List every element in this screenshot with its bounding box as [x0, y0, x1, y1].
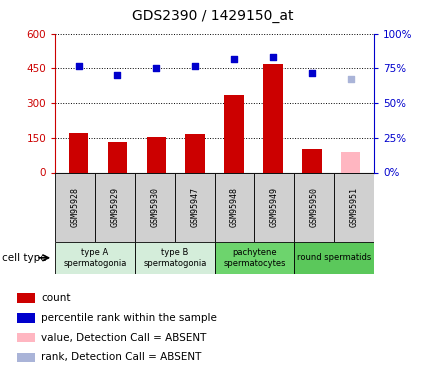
Bar — [135, 172, 175, 242]
Bar — [175, 172, 215, 242]
Text: value, Detection Call = ABSENT: value, Detection Call = ABSENT — [41, 333, 207, 343]
Bar — [55, 242, 135, 274]
Point — [153, 65, 160, 71]
Point — [347, 76, 354, 82]
Bar — [294, 172, 334, 242]
Text: GSM95950: GSM95950 — [310, 187, 319, 227]
Text: type B
spermatogonia: type B spermatogonia — [143, 248, 207, 267]
Point — [114, 72, 121, 78]
Bar — [147, 136, 166, 172]
Bar — [302, 149, 322, 172]
Bar — [294, 242, 374, 274]
Bar — [341, 152, 360, 172]
Bar — [215, 172, 255, 242]
Text: GSM95929: GSM95929 — [110, 187, 119, 227]
Bar — [17, 353, 35, 362]
Text: GDS2390 / 1429150_at: GDS2390 / 1429150_at — [132, 9, 293, 23]
Bar — [263, 64, 283, 173]
Bar — [17, 333, 35, 342]
Text: count: count — [41, 293, 71, 303]
Text: GSM95949: GSM95949 — [270, 187, 279, 227]
Text: GSM95951: GSM95951 — [350, 187, 359, 227]
Text: GSM95947: GSM95947 — [190, 187, 199, 227]
Bar — [135, 242, 215, 274]
Bar — [69, 133, 88, 172]
Text: GSM95948: GSM95948 — [230, 187, 239, 227]
Point — [231, 56, 238, 62]
Text: type A
spermatogonia: type A spermatogonia — [63, 248, 127, 267]
Bar — [17, 293, 35, 303]
Text: pachytene
spermatocytes: pachytene spermatocytes — [223, 248, 286, 267]
Point — [75, 63, 82, 69]
Text: GSM95930: GSM95930 — [150, 187, 159, 227]
Bar — [224, 95, 244, 172]
Text: GSM95928: GSM95928 — [71, 187, 79, 227]
Bar — [108, 142, 127, 172]
Text: cell type: cell type — [2, 253, 47, 263]
Text: rank, Detection Call = ABSENT: rank, Detection Call = ABSENT — [41, 352, 201, 363]
Point — [192, 63, 198, 69]
Bar — [95, 172, 135, 242]
Bar — [185, 134, 205, 172]
Bar — [55, 172, 95, 242]
Point — [309, 70, 315, 76]
Text: percentile rank within the sample: percentile rank within the sample — [41, 313, 217, 323]
Bar — [215, 242, 294, 274]
Point — [269, 54, 276, 60]
Bar — [17, 313, 35, 322]
Text: round spermatids: round spermatids — [297, 254, 371, 262]
Bar — [334, 172, 374, 242]
Bar — [255, 172, 294, 242]
